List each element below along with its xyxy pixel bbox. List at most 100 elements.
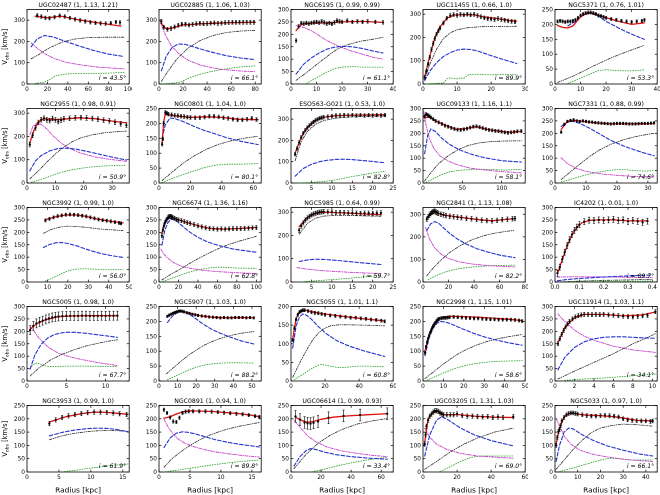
data-point (196, 224, 200, 228)
y-tick-label: 0 (549, 280, 553, 286)
halo-curve (424, 427, 514, 470)
data-point (423, 442, 426, 446)
y-tick-label: 50 (282, 360, 290, 366)
gas-curve (34, 71, 125, 84)
data-point (437, 29, 440, 33)
gas-curve (161, 163, 259, 183)
data-point (560, 333, 563, 336)
data-point (585, 414, 588, 417)
data-point (51, 117, 54, 120)
disk-curve (424, 416, 514, 457)
data-point (302, 132, 305, 135)
data-point (168, 313, 171, 317)
bulge-curve (296, 267, 382, 275)
data-point (449, 14, 452, 17)
x-tick-label: 20 (64, 285, 72, 291)
x-tick-label: 40 (230, 384, 238, 390)
data-point (569, 411, 573, 415)
y-tick-label: 150 (278, 323, 289, 329)
gas-curve (29, 362, 118, 369)
data-point (562, 329, 565, 332)
x-tick-label: 6 (612, 384, 616, 390)
data-point (602, 219, 605, 222)
data-point (189, 116, 192, 119)
data-point (516, 130, 519, 133)
data-point (470, 217, 473, 220)
data-point (462, 128, 466, 131)
data-point (460, 216, 463, 219)
data-point (212, 227, 215, 231)
y-tick-label: 200 (146, 230, 157, 236)
data-point (89, 216, 92, 219)
data-point (447, 125, 450, 128)
x-tick-label: 80 (233, 285, 241, 291)
data-point (213, 21, 216, 25)
data-point (112, 314, 115, 317)
data-point (74, 116, 77, 119)
disk-curve (42, 241, 124, 258)
data-point (478, 125, 481, 129)
data-point (191, 410, 195, 413)
x-tick-label: 20 (613, 186, 621, 192)
bulge-curve (425, 226, 516, 268)
data-point (44, 219, 47, 222)
data-point (320, 116, 323, 119)
data-point (340, 20, 344, 24)
x-tick-label: 10 (453, 87, 461, 93)
data-point (112, 411, 115, 415)
x-tick-label: 0 (421, 475, 425, 481)
data-point (512, 415, 515, 418)
panel-title: UGC02487 (1, 1.13, 1.21) (38, 2, 117, 9)
y-tick-label: 150 (146, 334, 157, 340)
data-point (466, 13, 469, 16)
y-tick-label: 100 (146, 255, 157, 261)
halo-curve (293, 418, 388, 470)
data-point (217, 115, 220, 118)
data-point (636, 315, 639, 318)
y-tick-label: 0 (549, 379, 553, 385)
data-point (617, 314, 620, 317)
halo-curve (559, 278, 653, 283)
panel-title: NGC5907 (1, 1.03, 1.0) (174, 299, 246, 306)
data-point (347, 114, 350, 117)
x-tick-label: 0.4 (648, 285, 658, 291)
data-point (212, 115, 216, 118)
x-tick-label: 30 (628, 87, 636, 93)
total-curve (34, 15, 122, 27)
y-tick-label: 150 (14, 342, 25, 348)
data-point (597, 14, 600, 17)
x-tick-label: 60 (390, 384, 396, 390)
data-point (42, 117, 46, 120)
x-tick-label: 4 (592, 384, 596, 390)
data-point (631, 419, 634, 422)
data-point (592, 219, 596, 222)
inclination-label: i = 59.7° (363, 272, 390, 280)
data-point (329, 314, 332, 317)
observed-data (294, 407, 389, 430)
data-point (485, 219, 489, 222)
y-tick-label: 100 (146, 151, 157, 157)
y-tick-label: 200 (14, 39, 25, 45)
data-point (195, 22, 198, 25)
data-point (598, 313, 601, 316)
data-point (636, 220, 639, 223)
data-point (223, 21, 227, 24)
data-point (293, 153, 297, 156)
data-point (85, 215, 88, 218)
data-point (558, 19, 562, 22)
x-tick-label: 10 (102, 384, 110, 390)
data-point (615, 122, 619, 125)
data-point (40, 15, 43, 18)
y-tick-label: 250 (146, 107, 157, 113)
data-point (94, 21, 97, 25)
x-tick-label: 30 (85, 285, 93, 291)
y-tick-label: 100 (278, 443, 289, 449)
x-tick-label: 20 (602, 87, 610, 93)
data-point (175, 420, 178, 424)
halo-curve (560, 132, 655, 180)
panel-NGC3992: NGC3992 (1, 0.99, 1.0) 0 10 20 30 40 50 0 50 100 1… (0, 198, 132, 297)
data-point (306, 216, 309, 220)
data-point (355, 114, 358, 117)
data-point (61, 315, 64, 318)
data-point (76, 314, 80, 318)
